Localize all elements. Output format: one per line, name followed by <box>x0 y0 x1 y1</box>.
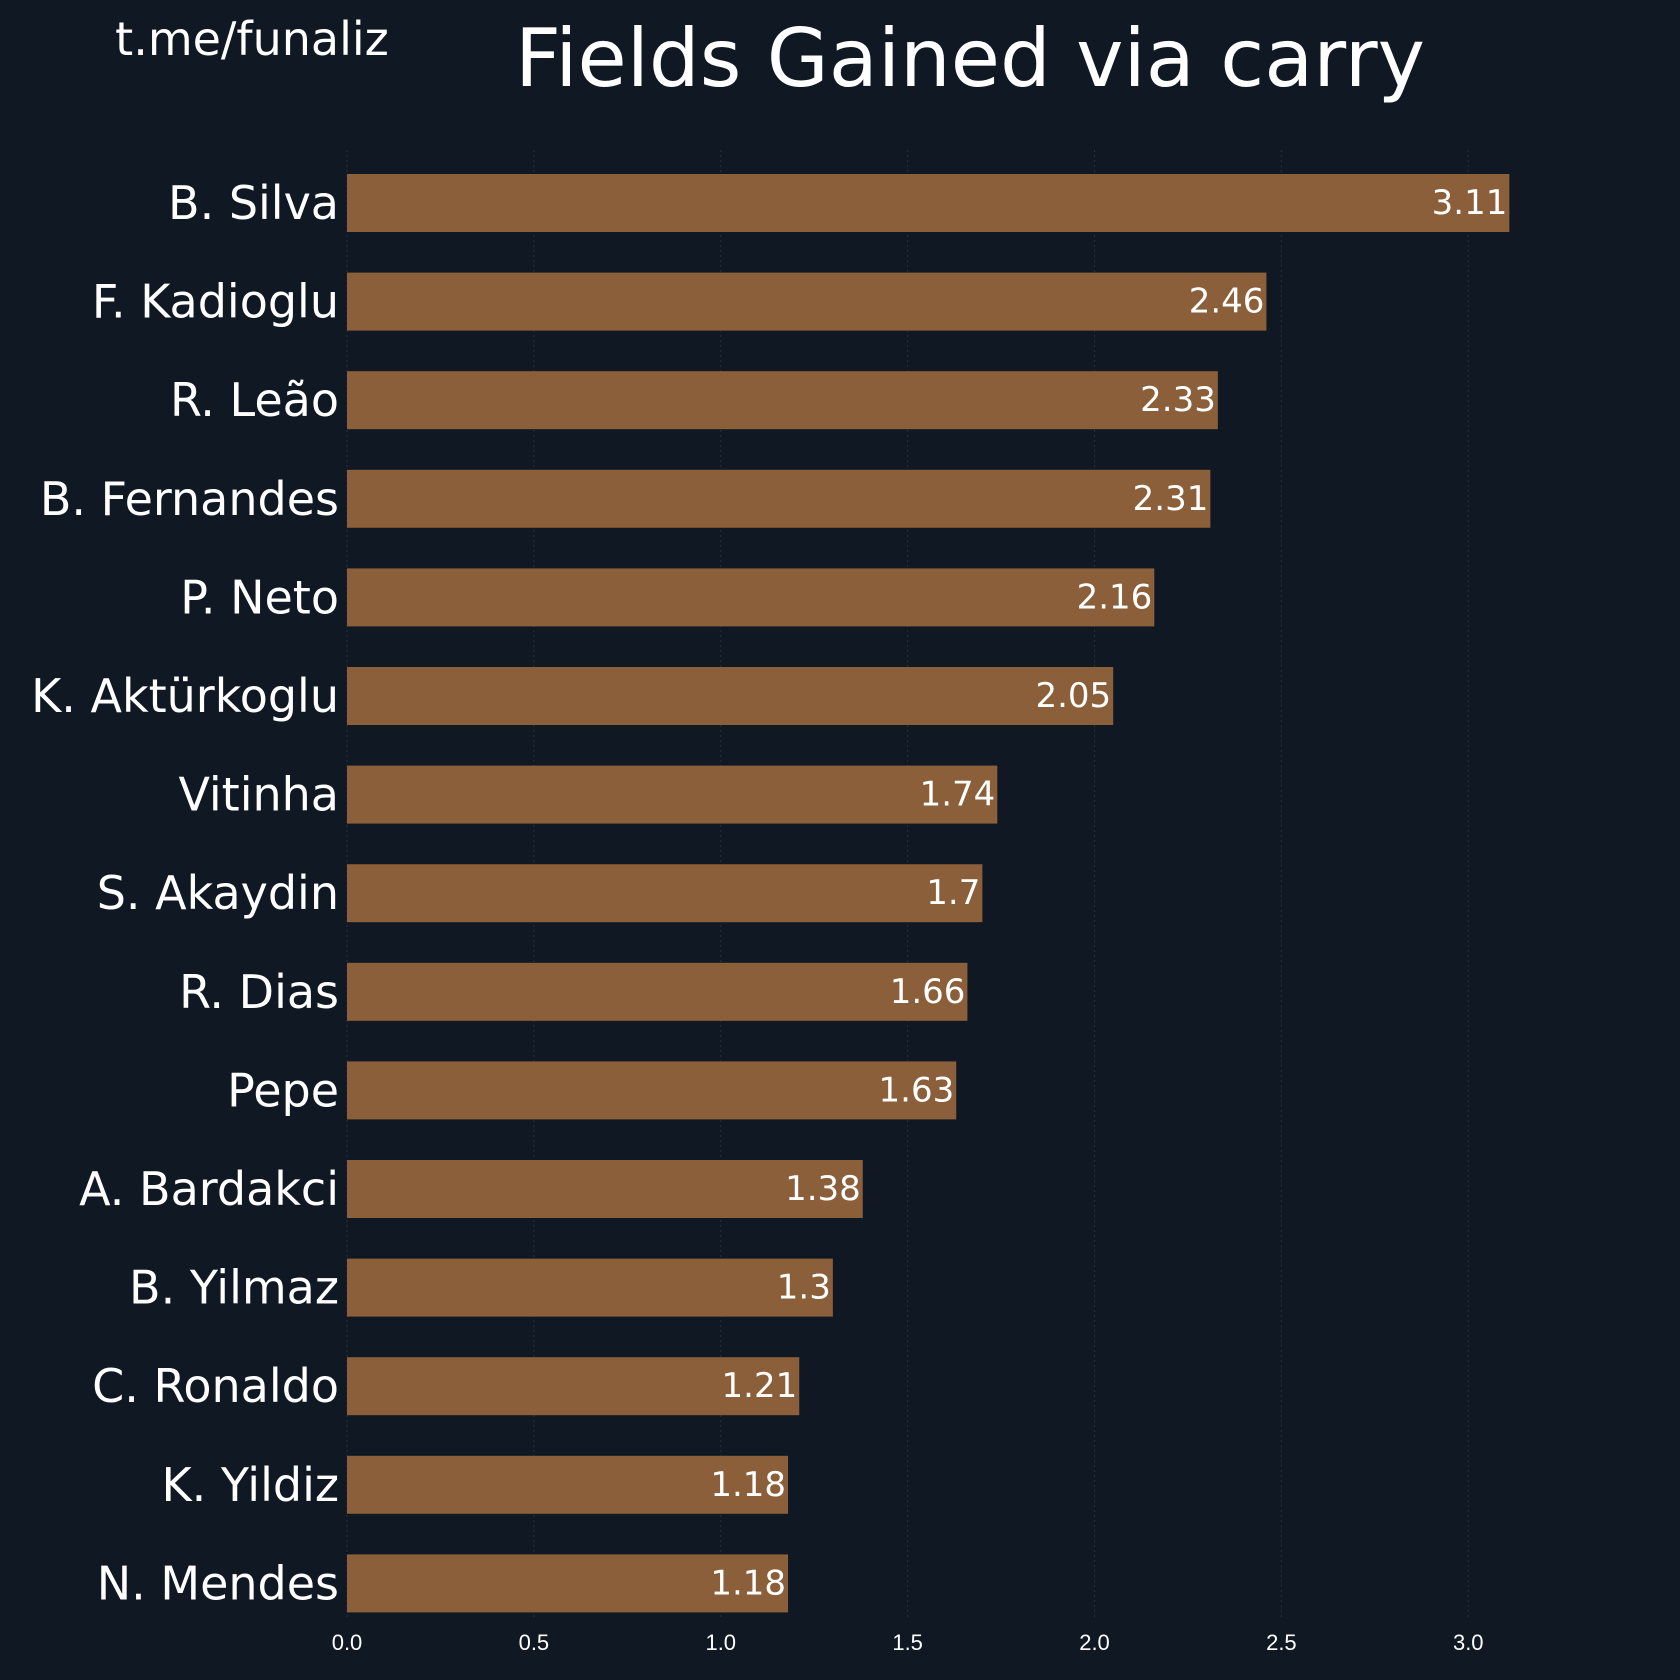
bar <box>347 1357 800 1416</box>
bar <box>347 568 1155 627</box>
bar <box>347 1258 833 1317</box>
x-tick-label: 0.5 <box>519 1630 550 1655</box>
category-label: R. Dias <box>179 965 339 1019</box>
data-label: 1.66 <box>890 972 966 1012</box>
x-tick-label: 3.0 <box>1453 1630 1484 1655</box>
category-label: K. Yildiz <box>161 1458 339 1512</box>
bar <box>347 667 1114 725</box>
bar <box>347 174 1510 232</box>
category-label: S. Akaydin <box>97 866 339 920</box>
category-label: A. Bardakci <box>79 1162 339 1216</box>
category-label: N. Mendes <box>97 1556 339 1610</box>
bar <box>347 371 1218 430</box>
bar <box>347 1455 789 1514</box>
labels-layer: B. Silva 3.11 F. Kadioglu 2.46 R. Leão 2.33 B.… <box>31 176 1507 1610</box>
category-label: K. Aktürkoglu <box>31 669 339 723</box>
watermark-text: t.me/funaliz <box>115 12 389 66</box>
category-label: B. Silva <box>168 176 339 230</box>
bars-layer <box>347 174 1510 1613</box>
data-label: 1.18 <box>710 1563 786 1603</box>
data-label: 2.33 <box>1140 380 1216 420</box>
bar <box>347 469 1211 528</box>
data-label: 1.7 <box>926 873 980 913</box>
bar <box>347 1160 863 1218</box>
bar <box>347 864 983 923</box>
data-label: 2.46 <box>1189 282 1265 322</box>
x-tick-label: 1.5 <box>892 1630 923 1655</box>
data-label: 2.16 <box>1077 577 1153 617</box>
category-label: C. Ronaldo <box>92 1359 339 1413</box>
category-label: Vitinha <box>178 768 339 822</box>
chart-title: Fields Gained via carry <box>515 12 1425 105</box>
bar <box>347 1061 957 1120</box>
x-tick-label: 0.0 <box>332 1630 363 1655</box>
data-label: 1.38 <box>785 1169 861 1209</box>
category-label: Pepe <box>227 1063 339 1117</box>
bar <box>347 765 998 824</box>
data-label: 1.3 <box>777 1268 831 1308</box>
x-tick-label: 2.5 <box>1266 1630 1297 1655</box>
x-axis-ticks: 0.0 0.5 1.0 1.5 2.0 2.5 3.0 <box>332 1630 1484 1655</box>
data-label: 2.31 <box>1133 479 1209 519</box>
bar <box>347 1554 789 1613</box>
category-label: P. Neto <box>180 570 339 624</box>
bar <box>347 272 1267 331</box>
data-label: 3.11 <box>1432 183 1508 223</box>
bar <box>347 962 968 1021</box>
x-tick-label: 2.0 <box>1079 1630 1110 1655</box>
data-label: 1.63 <box>879 1070 955 1110</box>
category-label: B. Fernandes <box>40 472 339 526</box>
category-label: B. Yilmaz <box>129 1261 339 1315</box>
category-label: F. Kadioglu <box>92 275 339 329</box>
data-label: 1.18 <box>710 1465 786 1505</box>
data-label: 1.21 <box>722 1366 798 1406</box>
x-tick-label: 1.0 <box>705 1630 736 1655</box>
category-label: R. Leão <box>170 373 339 427</box>
data-label: 2.05 <box>1035 676 1111 716</box>
data-label: 1.74 <box>920 775 996 815</box>
